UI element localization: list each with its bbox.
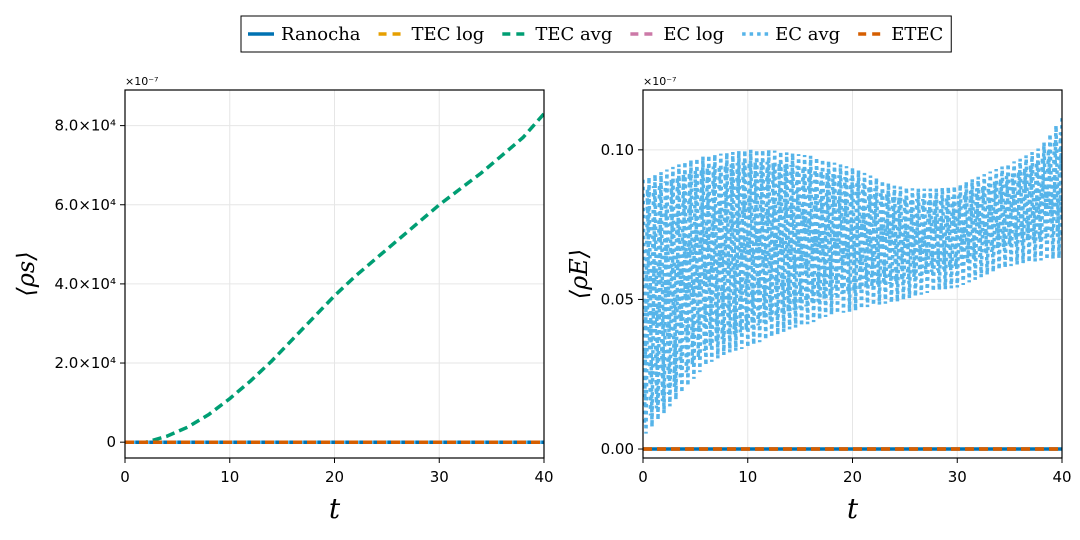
series-line-tec-avg xyxy=(125,112,544,444)
y-tick-label: 0 xyxy=(106,433,116,451)
y-axis-label: ⟨ρE⟩ xyxy=(565,249,593,299)
x-tick-label: 10 xyxy=(738,468,757,486)
series-line-ec-avg-overlay xyxy=(643,132,1062,423)
y-axis-label: ⟨ρs⟩ xyxy=(12,251,40,296)
x-tick-label: 20 xyxy=(843,468,862,486)
y-tick-label: 0.00 xyxy=(601,440,634,458)
y-tick-label: 8.0×10⁴ xyxy=(54,117,116,135)
legend-label: TEC avg xyxy=(535,24,612,45)
x-axis-label: t xyxy=(329,492,341,525)
y-tick-label: 0.05 xyxy=(601,290,634,308)
x-tick-label: 10 xyxy=(220,468,239,486)
legend-label: EC avg xyxy=(775,24,840,45)
y-tick-label: 6.0×10⁴ xyxy=(54,196,116,214)
x-tick-label: 30 xyxy=(948,468,967,486)
x-tick-label: 40 xyxy=(1052,468,1071,486)
legend-frame xyxy=(240,15,952,53)
x-tick-label: 20 xyxy=(325,468,344,486)
series-layer xyxy=(643,116,1062,451)
y-tick-label: 4.0×10⁴ xyxy=(54,275,116,293)
legend-label: EC log xyxy=(663,24,724,45)
series-layer xyxy=(125,112,544,444)
x-tick-label: 0 xyxy=(638,468,648,486)
y-tick-label: 2.0×10⁴ xyxy=(54,354,116,372)
legend: Ranocha TEC log TEC avg EC log EC avg ETEC xyxy=(240,15,952,53)
x-tick-label: 40 xyxy=(534,468,553,486)
legend-label: ETEC xyxy=(891,24,943,45)
left-panel-rho-s: 0 10 20 30 40 0 2.0×10⁴ 4.0×10⁴ 6.0×10⁴ 8.0×10⁴ ×1… xyxy=(12,75,554,525)
x-tick-label: 0 xyxy=(120,468,130,486)
y-tick-label: 0.10 xyxy=(601,141,634,159)
right-panel-rho-E: 0 10 20 30 40 0.00 0.05 0.10 ×10⁻⁷ t ⟨ρE⟩ xyxy=(565,75,1072,525)
axis-scale-label: ×10⁻⁷ xyxy=(125,75,158,88)
axis-scale-label: ×10⁻⁷ xyxy=(643,75,676,88)
x-tick-label: 30 xyxy=(430,468,449,486)
legend-label: Ranocha xyxy=(281,24,361,45)
x-axis-label: t xyxy=(847,492,859,525)
legend-label: TEC log xyxy=(412,24,485,45)
